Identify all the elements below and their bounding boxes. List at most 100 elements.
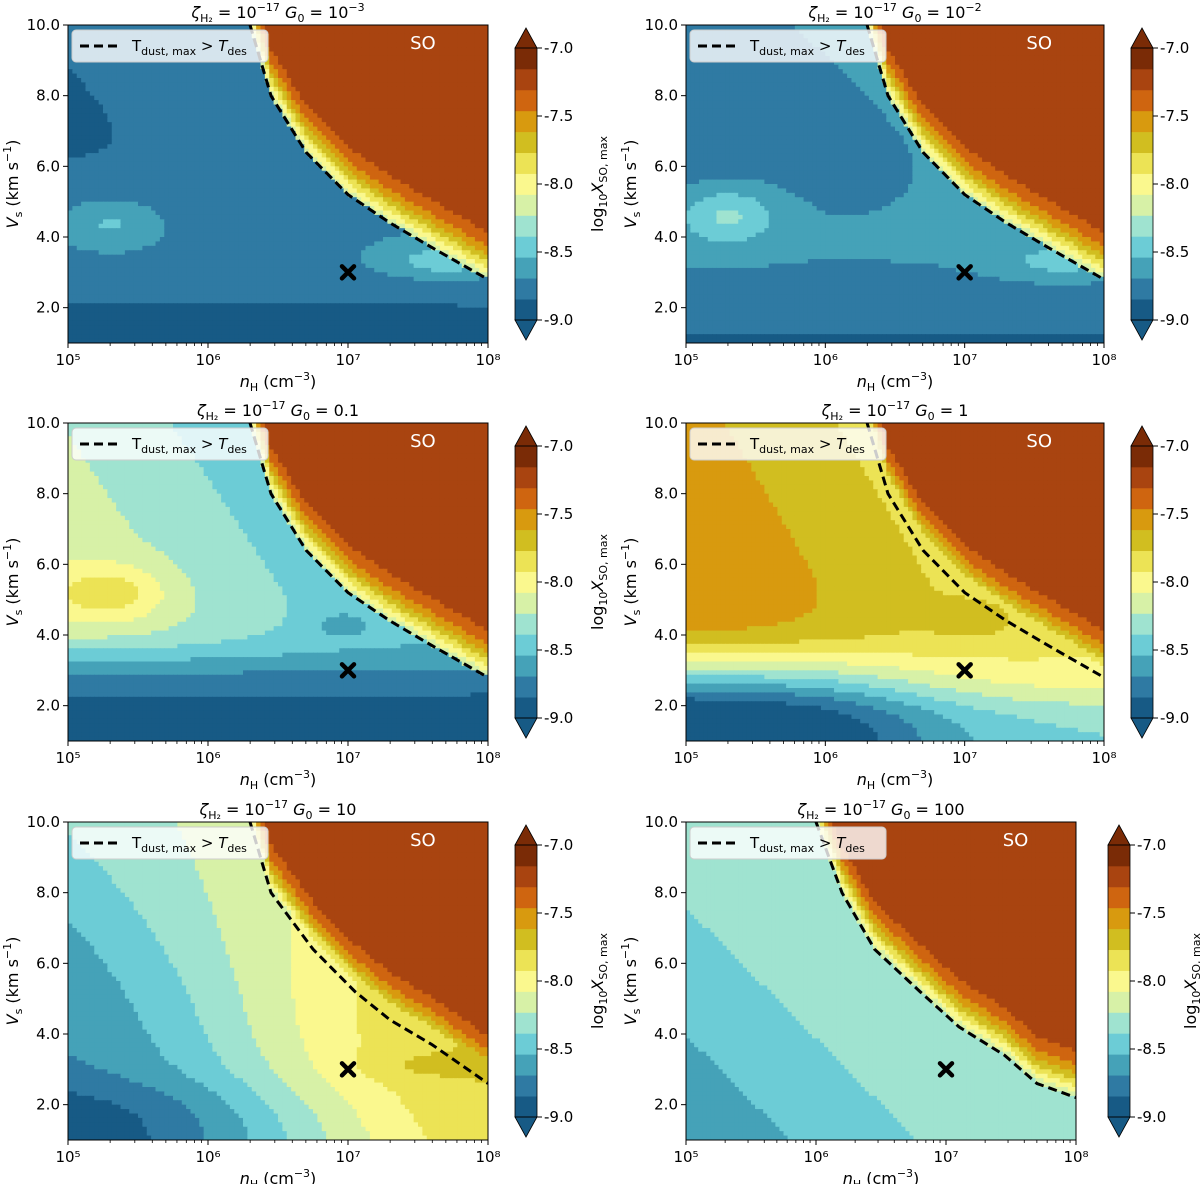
contour-cell (124, 60, 130, 66)
contour-cell (151, 197, 157, 203)
contour-cell (159, 113, 165, 119)
contour-cell (212, 113, 218, 119)
contour-cell (304, 78, 310, 84)
contour-cell (409, 55, 415, 61)
contour-cell (422, 201, 428, 207)
contour-cell (221, 122, 227, 128)
contour-cell (334, 25, 340, 31)
contour-cell (339, 232, 345, 238)
contour-cell (286, 38, 292, 44)
contour-cell (181, 95, 187, 101)
contour-cell (361, 250, 367, 256)
contour-cell (391, 237, 397, 243)
contour-cell (474, 157, 480, 163)
contour-cell (317, 38, 323, 44)
contour-cell (103, 179, 108, 185)
contour-cell (400, 219, 406, 225)
contour-cell (404, 126, 410, 132)
contour-cell (120, 228, 126, 234)
contour-cell (313, 139, 318, 145)
contour-cell (330, 170, 336, 176)
contour-cell (72, 144, 78, 150)
contour-cell (378, 29, 384, 35)
contour-cell (247, 91, 253, 97)
contour-cell (404, 82, 410, 88)
contour-cell (68, 219, 73, 225)
contour-cell (413, 55, 419, 61)
contour-cell (448, 175, 454, 181)
contour-cell (103, 122, 108, 128)
contour-cell (330, 126, 336, 132)
contour-cell (85, 241, 91, 247)
contour-cell (151, 60, 157, 66)
contour-cell (374, 117, 380, 123)
contour-cell (400, 55, 406, 61)
contour-cell (177, 108, 183, 114)
contour-cell (383, 38, 388, 44)
contour-cell (177, 157, 183, 163)
contour-cell (120, 64, 126, 70)
contour-cell (413, 131, 419, 137)
contour-cell (186, 197, 192, 203)
contour-cell (247, 135, 253, 141)
contour-cell (474, 78, 480, 84)
contour-cell (212, 223, 218, 229)
contour-cell (103, 104, 108, 110)
contour-cell (317, 42, 323, 48)
contour-cell (76, 139, 82, 145)
contour-cell (190, 237, 196, 243)
contour-cell (247, 197, 253, 203)
contour-cell (129, 104, 135, 110)
contour-cell (444, 192, 450, 198)
contour-cell (404, 214, 410, 220)
contour-cell (348, 91, 353, 97)
contour-cell (365, 241, 371, 247)
contour-cell (431, 91, 437, 97)
contour-cell (374, 192, 380, 198)
contour-cell (479, 38, 485, 44)
contour-cell (339, 131, 345, 137)
contour-cell (278, 86, 283, 92)
contour-cell (466, 206, 472, 212)
contour-cell (400, 153, 406, 159)
contour-cell (282, 223, 288, 229)
contour-cell (334, 161, 340, 167)
contour-cell (103, 78, 108, 84)
contour-cell (356, 184, 362, 190)
contour-cell (474, 122, 480, 128)
contour-cell (111, 228, 117, 234)
contour-cell (470, 241, 476, 247)
contour-cell (142, 100, 148, 106)
contour-cell (483, 197, 488, 203)
contour-cell (273, 223, 279, 229)
contour-cell (124, 153, 130, 159)
contour-cell (120, 237, 126, 243)
contour-cell (317, 245, 323, 251)
contour-cell (383, 219, 388, 225)
contour-cell (339, 29, 345, 35)
contour-cell (470, 148, 476, 154)
contour-cell (260, 237, 266, 243)
contour-cell (479, 166, 485, 172)
contour-cell (221, 86, 227, 92)
contour-cell (483, 228, 488, 234)
contour-cell (426, 82, 432, 88)
contour-cell (247, 232, 253, 238)
contour-cell (431, 250, 437, 256)
contour-cell (98, 184, 104, 190)
contour-cell (89, 214, 95, 220)
contour-cell (365, 131, 371, 137)
contour-cell (369, 78, 375, 84)
contour-cell (85, 60, 91, 66)
contour-cell (256, 25, 262, 31)
contour-cell (400, 104, 406, 110)
contour-cell (426, 64, 432, 70)
contour-cell (129, 197, 135, 203)
contour-cell (273, 108, 279, 114)
contour-cell (120, 122, 126, 128)
contour-cell (400, 170, 406, 176)
contour-cell (238, 228, 244, 234)
contour-cell (159, 144, 165, 150)
contour-cell (81, 237, 87, 243)
contour-cell (103, 170, 108, 176)
